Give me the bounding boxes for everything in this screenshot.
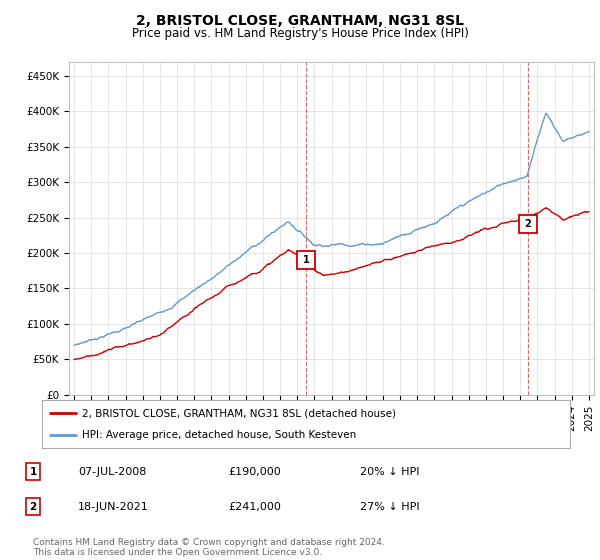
- Text: 2, BRISTOL CLOSE, GRANTHAM, NG31 8SL: 2, BRISTOL CLOSE, GRANTHAM, NG31 8SL: [136, 14, 464, 28]
- Text: 1: 1: [303, 255, 310, 265]
- Text: 1: 1: [29, 466, 37, 477]
- Text: 2: 2: [525, 219, 532, 229]
- Text: £241,000: £241,000: [228, 502, 281, 512]
- Text: 07-JUL-2008: 07-JUL-2008: [78, 466, 146, 477]
- Text: £190,000: £190,000: [228, 466, 281, 477]
- Text: Contains HM Land Registry data © Crown copyright and database right 2024.
This d: Contains HM Land Registry data © Crown c…: [33, 538, 385, 557]
- Text: 2: 2: [29, 502, 37, 512]
- Text: 18-JUN-2021: 18-JUN-2021: [78, 502, 149, 512]
- Text: 20% ↓ HPI: 20% ↓ HPI: [360, 466, 419, 477]
- Text: 2, BRISTOL CLOSE, GRANTHAM, NG31 8SL (detached house): 2, BRISTOL CLOSE, GRANTHAM, NG31 8SL (de…: [82, 408, 395, 418]
- Text: HPI: Average price, detached house, South Kesteven: HPI: Average price, detached house, Sout…: [82, 430, 356, 440]
- Text: Price paid vs. HM Land Registry's House Price Index (HPI): Price paid vs. HM Land Registry's House …: [131, 27, 469, 40]
- Text: 27% ↓ HPI: 27% ↓ HPI: [360, 502, 419, 512]
